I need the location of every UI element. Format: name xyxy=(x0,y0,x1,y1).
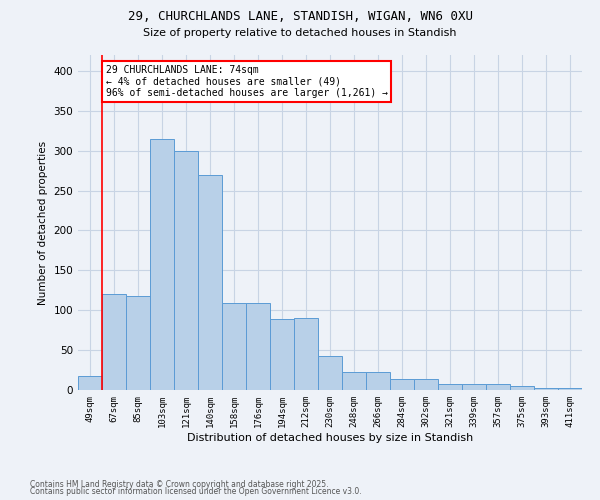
Bar xyxy=(318,356,342,390)
Bar xyxy=(150,138,174,390)
Bar xyxy=(198,174,222,390)
Text: Contains public sector information licensed under the Open Government Licence v3: Contains public sector information licen… xyxy=(30,488,362,496)
Bar xyxy=(78,376,102,390)
Bar xyxy=(438,384,462,390)
Bar xyxy=(414,379,438,390)
Text: 29, CHURCHLANDS LANE, STANDISH, WIGAN, WN6 0XU: 29, CHURCHLANDS LANE, STANDISH, WIGAN, W… xyxy=(128,10,473,23)
Bar xyxy=(270,319,294,390)
Bar xyxy=(294,318,318,390)
Bar xyxy=(558,388,582,390)
Bar xyxy=(366,372,390,390)
Bar xyxy=(222,303,246,390)
Bar xyxy=(462,384,486,390)
Bar xyxy=(486,384,510,390)
Y-axis label: Number of detached properties: Number of detached properties xyxy=(38,140,48,304)
Bar xyxy=(534,388,558,390)
Bar xyxy=(342,372,366,390)
Text: Size of property relative to detached houses in Standish: Size of property relative to detached ho… xyxy=(143,28,457,38)
Text: 29 CHURCHLANDS LANE: 74sqm
← 4% of detached houses are smaller (49)
96% of semi-: 29 CHURCHLANDS LANE: 74sqm ← 4% of detac… xyxy=(106,64,388,98)
Bar xyxy=(390,379,414,390)
Text: Contains HM Land Registry data © Crown copyright and database right 2025.: Contains HM Land Registry data © Crown c… xyxy=(30,480,329,489)
Bar xyxy=(510,386,534,390)
Bar xyxy=(126,296,150,390)
X-axis label: Distribution of detached houses by size in Standish: Distribution of detached houses by size … xyxy=(187,432,473,442)
Bar xyxy=(174,150,198,390)
Bar xyxy=(246,303,270,390)
Bar xyxy=(102,294,126,390)
